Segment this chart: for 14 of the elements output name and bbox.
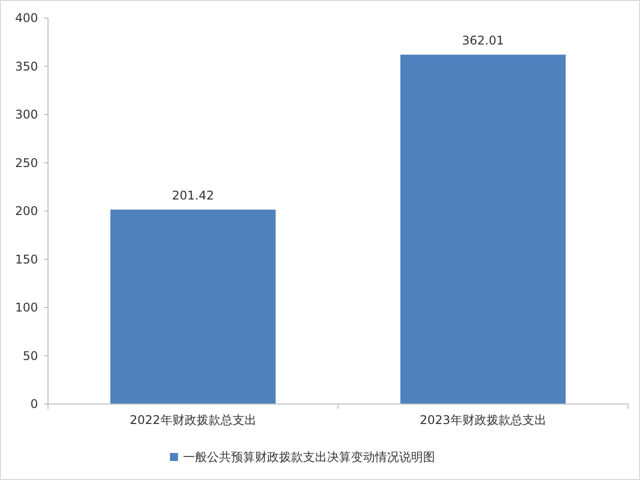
x-tick-label: 2023年财政拨款总支出 (420, 413, 546, 427)
y-tick-label: 50 (22, 348, 38, 363)
y-tick-label: 400 (15, 11, 38, 26)
data-label: 362.01 (462, 34, 504, 48)
data-label: 201.42 (172, 188, 214, 203)
y-tick-label: 350 (15, 59, 38, 74)
y-tick-label: 200 (15, 204, 38, 218)
y-tick-label: 300 (15, 108, 38, 122)
y-tick-label: 100 (15, 300, 38, 315)
legend-label: 一般公共预算财政拨款支出决算变动情况说明图 (183, 450, 435, 464)
y-tick-label: 150 (15, 252, 38, 266)
y-tick-label: 0 (30, 397, 38, 412)
x-tick-label: 2022年财政拨款总支出 (130, 413, 256, 427)
y-tick-label: 250 (15, 156, 38, 170)
